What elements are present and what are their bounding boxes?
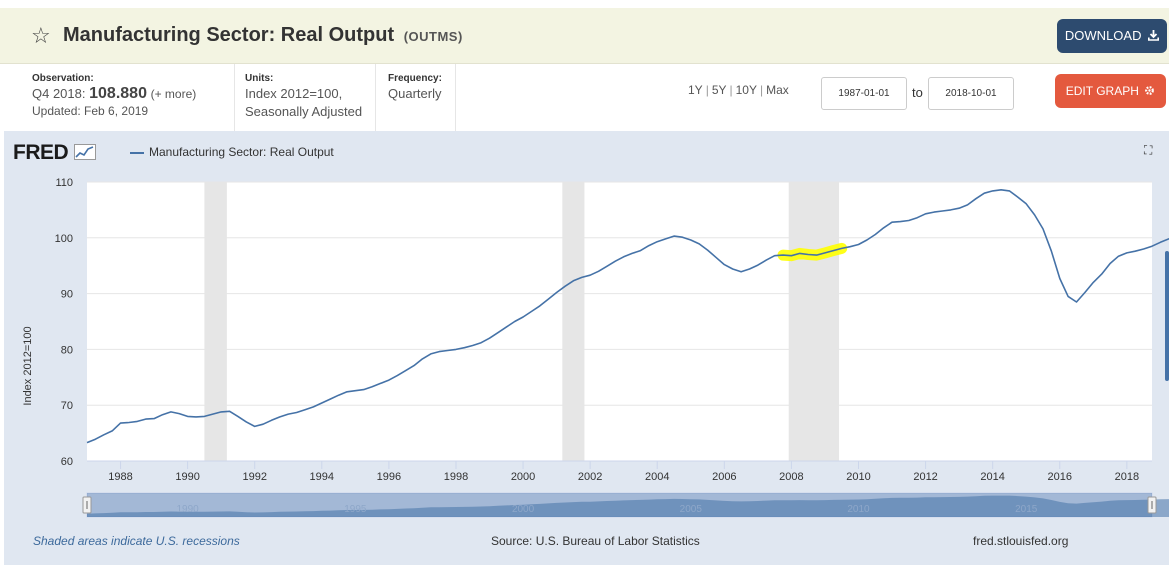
x-tick-label-1990: 1990 — [175, 471, 199, 483]
date-range-presets: 1Y | 5Y | 10Y | Max — [688, 83, 789, 97]
units-line2: Seasonally Adjusted — [245, 104, 363, 119]
units-block: Units: Index 2012=100, Seasonally Adjust… — [234, 64, 376, 131]
range-10y-link[interactable]: 10Y — [735, 83, 757, 97]
y-tick-label-110: 110 — [55, 177, 73, 189]
page-scrollbar[interactable] — [1165, 251, 1169, 381]
y-tick-label-70: 70 — [61, 400, 73, 412]
observation-period: Q4 2018: — [32, 86, 86, 101]
y-tick-label-60: 60 — [61, 456, 73, 468]
x-tick-label-2018: 2018 — [1115, 471, 1139, 483]
recession-band-0 — [204, 182, 227, 461]
end-date-input[interactable]: 2018-10-01 — [928, 77, 1014, 110]
x-tick-label-1988: 1988 — [108, 471, 132, 483]
units-line1: Index 2012=100, — [245, 86, 343, 101]
series-meta: Observation: Q4 2018: 108.880 (+ more) U… — [0, 64, 1169, 131]
x-tick-label-2002: 2002 — [578, 471, 602, 483]
edit-graph-button[interactable]: EDIT GRAPH — [1055, 74, 1166, 108]
y-tick-label-90: 90 — [61, 289, 73, 301]
series-line — [86, 188, 1169, 444]
x-tick-label-2010: 2010 — [846, 471, 870, 483]
x-tick-label-1998: 1998 — [444, 471, 468, 483]
y-axis-label: Index 2012=100 — [22, 326, 34, 405]
download-button[interactable]: DOWNLOAD — [1057, 19, 1167, 53]
range-max-link[interactable]: Max — [766, 83, 789, 97]
navigator-series — [87, 495, 1169, 517]
updated-date: Updated: Feb 6, 2019 — [32, 104, 149, 118]
x-tick-label-2006: 2006 — [712, 471, 736, 483]
fred-chart-icon — [73, 144, 96, 160]
observation-block: Observation: Q4 2018: 108.880 (+ more) U… — [0, 64, 235, 131]
line-chart: 60 70 80 90 100 110 1988 1990 1992 1994 1996 1998 2… — [22, 177, 1169, 518]
navigator-label-2015: 2015 — [1015, 504, 1038, 515]
navigator-label-1995: 1995 — [344, 504, 367, 515]
plot-area — [87, 182, 1152, 461]
x-tick-label-1994: 1994 — [310, 471, 334, 483]
navigator-label-2005: 2005 — [680, 504, 703, 515]
to-label: to — [912, 85, 923, 100]
frequency-block: Frequency: Quarterly — [375, 64, 456, 131]
download-label: DOWNLOAD — [1064, 28, 1142, 43]
more-observations-link[interactable]: (+ more) — [150, 87, 197, 101]
fred-logo-text: FRED — [13, 141, 69, 164]
recession-note: Shaded areas indicate U.S. recessions — [33, 534, 240, 548]
edit-graph-label: EDIT GRAPH — [1065, 84, 1139, 98]
x-tick-label-1996: 1996 — [377, 471, 401, 483]
graph-panel: FRED Manufacturing Sector: Real Output ⛶… — [4, 131, 1169, 565]
series-title: Manufacturing Sector: Real Output (OUTMS… — [63, 24, 463, 47]
star-icon[interactable]: ☆ — [31, 23, 51, 48]
y-tick-label-80: 80 — [61, 344, 73, 356]
navigator-label-2000: 2000 — [512, 504, 535, 515]
start-date-input[interactable]: 1987-01-01 — [821, 77, 907, 110]
x-tick-label-2008: 2008 — [779, 471, 803, 483]
x-tick-label-1992: 1992 — [242, 471, 266, 483]
range-1y-link[interactable]: 1Y — [688, 83, 703, 97]
observation-line: Q4 2018: 108.880 (+ more) — [32, 86, 234, 102]
series-code: (OUTMS) — [403, 29, 463, 44]
frequency-value: Quarterly — [388, 86, 442, 101]
recession-band-2 — [788, 182, 840, 461]
navigator-label-2010: 2010 — [847, 504, 870, 515]
series-title-text: Manufacturing Sector: Real Output — [63, 24, 395, 46]
download-icon — [1148, 30, 1160, 41]
fullscreen-icon[interactable]: ⛶ — [1144, 143, 1153, 157]
y-tick-label-100: 100 — [55, 233, 73, 245]
navigator-label-1990: 1990 — [177, 504, 200, 515]
observation-value: 108.880 — [89, 85, 147, 102]
series-header: ☆ Manufacturing Sector: Real Output (OUT… — [0, 8, 1169, 64]
legend-swatch — [130, 152, 144, 154]
site-link[interactable]: fred.stlouisfed.org — [973, 534, 1069, 548]
source-note: Source: U.S. Bureau of Labor Statistics — [491, 534, 700, 548]
observation-label: Observation: — [32, 73, 94, 84]
units-label: Units: — [245, 73, 274, 84]
recession-band-1 — [562, 182, 585, 461]
x-tick-label-2012: 2012 — [913, 471, 937, 483]
gear-icon — [1145, 86, 1155, 95]
x-tick-label-2016: 2016 — [1048, 471, 1072, 483]
frequency-label: Frequency: — [388, 73, 442, 84]
fred-logo: FRED — [13, 141, 96, 165]
x-tick-label-2000: 2000 — [511, 471, 535, 483]
x-tick-label-2014: 2014 — [980, 471, 1004, 483]
range-5y-link[interactable]: 5Y — [711, 83, 727, 97]
x-tick-label-2004: 2004 — [645, 471, 669, 483]
legend-label: Manufacturing Sector: Real Output — [149, 145, 334, 159]
